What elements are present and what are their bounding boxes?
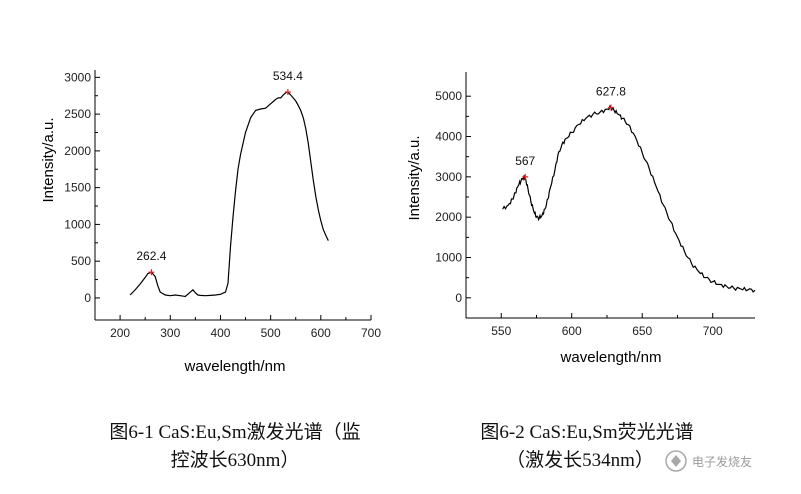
chart1-xtick-label: 600 bbox=[311, 326, 331, 340]
chart1-xlabel: wavelength/nm bbox=[184, 358, 286, 375]
chart1-ytick-label: 2000 bbox=[64, 144, 91, 158]
chart2-ytick-label: 0 bbox=[455, 291, 462, 305]
chart1-xtick-label: 700 bbox=[361, 326, 381, 340]
chart2-ytick-label: 1000 bbox=[435, 251, 462, 265]
chart1-peak-label: 262.4 bbox=[136, 249, 166, 263]
chart1-series-line bbox=[129, 91, 329, 298]
chart-excitation-spectrum: 0 500 1000 1500 2000 2500 3000 200 300 400 500 600 7… bbox=[40, 69, 381, 375]
chart1-ytick-label: 500 bbox=[71, 254, 91, 268]
chart2-series-line bbox=[502, 104, 756, 293]
chart1-xtick-label: 200 bbox=[110, 326, 130, 340]
chart2-caption-line2: （激发长534nm） bbox=[506, 449, 654, 471]
chart1-xtick-label: 300 bbox=[160, 326, 180, 340]
chart2-axes: 0 1000 2000 3000 4000 5000 550 600 650 700 bbox=[435, 72, 755, 338]
chart1-xtick-label: 500 bbox=[261, 326, 281, 340]
chart1-caption-line2: 控波长630nm） bbox=[171, 449, 300, 471]
chart1-ytick-label: 0 bbox=[84, 291, 91, 305]
chart-emission-spectrum: 0 1000 2000 3000 4000 5000 550 600 650 700 567 627… bbox=[406, 72, 756, 366]
chart2-xtick-label: 550 bbox=[491, 324, 511, 338]
chart1-ylabel: Intensity/a.u. bbox=[40, 117, 57, 202]
chart2-caption-line1: 图6-2 CaS:Eu,Sm荧光光谱 bbox=[480, 421, 693, 443]
chart1-ytick-label: 2500 bbox=[64, 107, 91, 121]
chart1-peak-label: 534.4 bbox=[273, 69, 303, 83]
chart1-ytick-label: 1500 bbox=[64, 181, 91, 195]
chart2-marks: 567 627.8 bbox=[502, 84, 756, 293]
chart1-marks: 262.4 534.4 bbox=[129, 69, 329, 298]
chart2-peak-label: 627.8 bbox=[596, 84, 626, 98]
chart2-ytick-label: 4000 bbox=[435, 130, 462, 144]
chart1-ytick-label: 3000 bbox=[64, 70, 91, 84]
watermark: 电子发烧友 bbox=[665, 450, 752, 472]
chart1-ytick-label: 1000 bbox=[64, 217, 91, 231]
chart1-caption-line1: 图6-1 CaS:Eu,Sm激发光谱（监 bbox=[109, 421, 360, 443]
chart2-ytick-label: 2000 bbox=[435, 210, 462, 224]
chart2-ytick-label: 3000 bbox=[435, 170, 462, 184]
chart2-ytick-label: 5000 bbox=[435, 89, 462, 103]
chart2-xtick-label: 650 bbox=[632, 324, 652, 338]
chart1-xtick-label: 400 bbox=[210, 326, 230, 340]
chart2-ylabel: Intensity/a.u. bbox=[406, 135, 423, 220]
watermark-logo-mark bbox=[671, 455, 681, 467]
chart1-axes: 0 500 1000 1500 2000 2500 3000 200 300 400 500 600 7… bbox=[64, 70, 381, 340]
chart2-peak-label: 567 bbox=[515, 154, 535, 168]
chart2-xlabel: wavelength/nm bbox=[560, 349, 662, 366]
watermark-logo-icon bbox=[665, 450, 687, 472]
chart2-xtick-label: 700 bbox=[703, 324, 723, 338]
watermark-text: 电子发烧友 bbox=[692, 454, 752, 469]
chart2-xtick-label: 600 bbox=[562, 324, 582, 338]
